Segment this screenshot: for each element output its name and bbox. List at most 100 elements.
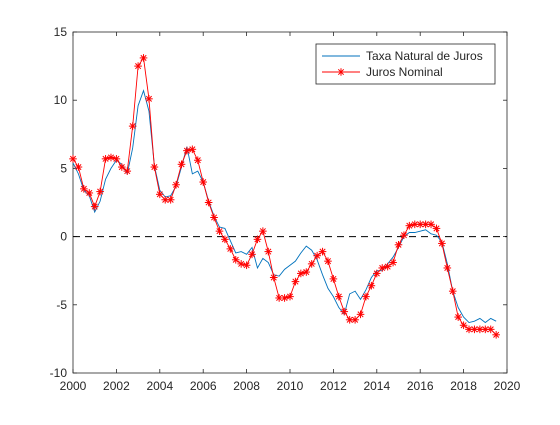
series-2-point xyxy=(291,277,300,286)
series-2-point xyxy=(340,307,349,316)
series-2-point xyxy=(486,325,495,334)
series-2-point xyxy=(329,275,338,283)
series-2-point xyxy=(389,258,397,267)
series-2-point xyxy=(128,122,137,130)
series-2-point xyxy=(193,156,202,165)
series-2-point xyxy=(90,202,99,211)
series-2-point xyxy=(454,313,462,321)
series-2-point xyxy=(118,163,126,171)
series-2-point xyxy=(177,160,186,169)
x-tick-label: 2012 xyxy=(320,379,347,393)
x-tick-label: 2014 xyxy=(363,379,390,393)
series-2-point xyxy=(286,292,294,301)
series-2-point xyxy=(421,220,430,229)
y-tick-label: 0 xyxy=(60,230,67,244)
series-2-point xyxy=(253,235,262,244)
series-2-point xyxy=(362,292,370,301)
series-2-point xyxy=(74,163,83,171)
series-2-point xyxy=(269,273,278,282)
series-2-point xyxy=(443,264,452,272)
y-tick-label: -10 xyxy=(50,366,68,380)
series-2-point xyxy=(248,250,256,259)
series-2-point xyxy=(383,262,392,271)
series-2-point xyxy=(96,187,104,196)
series-2-point xyxy=(231,255,240,264)
series-2-point xyxy=(373,269,381,278)
series-2-point xyxy=(427,220,435,229)
series-2-point xyxy=(302,268,311,276)
x-tick-label: 2010 xyxy=(277,379,304,393)
series-2-point xyxy=(438,239,446,248)
y-tick-label: -5 xyxy=(56,298,67,312)
x-tick-label: 2000 xyxy=(60,379,87,393)
y-tick-label: 10 xyxy=(54,93,68,107)
legend-label-2: Juros Nominal xyxy=(366,65,443,79)
series-2-point xyxy=(80,185,88,193)
x-tick-label: 2018 xyxy=(450,379,477,393)
series-2-point xyxy=(188,145,197,154)
series-2-point xyxy=(85,189,94,197)
series-2-point xyxy=(259,227,267,235)
series-2-point xyxy=(481,325,490,334)
series-2-point xyxy=(183,146,191,155)
series-2-point xyxy=(199,178,207,186)
x-tick-label: 2008 xyxy=(233,379,260,393)
series-2-point xyxy=(470,325,479,334)
y-tick-label: 15 xyxy=(54,25,68,39)
x-tick-label: 2004 xyxy=(146,379,173,393)
series-2-point xyxy=(145,95,153,103)
series-2-point xyxy=(134,62,142,70)
series-2-point xyxy=(351,316,359,324)
series-2-point xyxy=(226,245,235,253)
series-2-point xyxy=(378,264,387,272)
series-2-point xyxy=(101,155,110,163)
series-2-point xyxy=(297,269,305,278)
series-2-point xyxy=(492,331,500,339)
series-2-point xyxy=(410,220,419,229)
series-line-1 xyxy=(72,89,497,324)
series-2-point xyxy=(345,316,354,324)
series-2-point xyxy=(356,310,365,319)
series-2-point xyxy=(405,221,414,230)
series-2-point xyxy=(280,294,289,302)
series-2-point xyxy=(204,198,213,207)
series-2-point xyxy=(69,155,77,163)
series-2-point xyxy=(215,227,224,235)
series-2-point xyxy=(432,224,441,233)
x-tick-label: 2002 xyxy=(103,379,130,393)
x-tick-label: 2006 xyxy=(190,379,217,393)
series-2-point xyxy=(448,287,457,295)
series-2-point xyxy=(394,240,403,249)
series-2-point xyxy=(161,195,170,204)
legend-box xyxy=(315,43,496,85)
series-2-point xyxy=(221,235,229,244)
series-2-point xyxy=(324,257,332,265)
series-2-point xyxy=(264,247,273,256)
series-2-point xyxy=(139,54,148,62)
series-line-2 xyxy=(72,56,497,336)
series-2-point xyxy=(237,260,245,268)
legend-label-1: Taxa Natural de Juros xyxy=(366,49,483,63)
series-2-point xyxy=(150,163,159,171)
series-2-point xyxy=(156,190,164,199)
series-2-point xyxy=(112,155,121,163)
series-2-point xyxy=(318,247,327,256)
series-2-point xyxy=(313,251,321,260)
series-2-point xyxy=(307,260,316,268)
series-2-point xyxy=(166,195,175,204)
series-2-point xyxy=(107,153,115,162)
series-2-point xyxy=(367,281,376,290)
series-2-point xyxy=(210,213,218,222)
series-2-point xyxy=(242,261,251,270)
x-tick-label: 2016 xyxy=(407,379,434,393)
series-2-point xyxy=(459,321,468,330)
series-2-point xyxy=(123,167,132,175)
legend-marker-2 xyxy=(337,68,345,76)
x-tick-label: 2020 xyxy=(494,379,521,393)
series-2-point xyxy=(172,180,180,189)
series-2-point xyxy=(335,292,343,301)
series-2-point xyxy=(400,231,408,240)
y-tick-label: 5 xyxy=(60,161,67,175)
